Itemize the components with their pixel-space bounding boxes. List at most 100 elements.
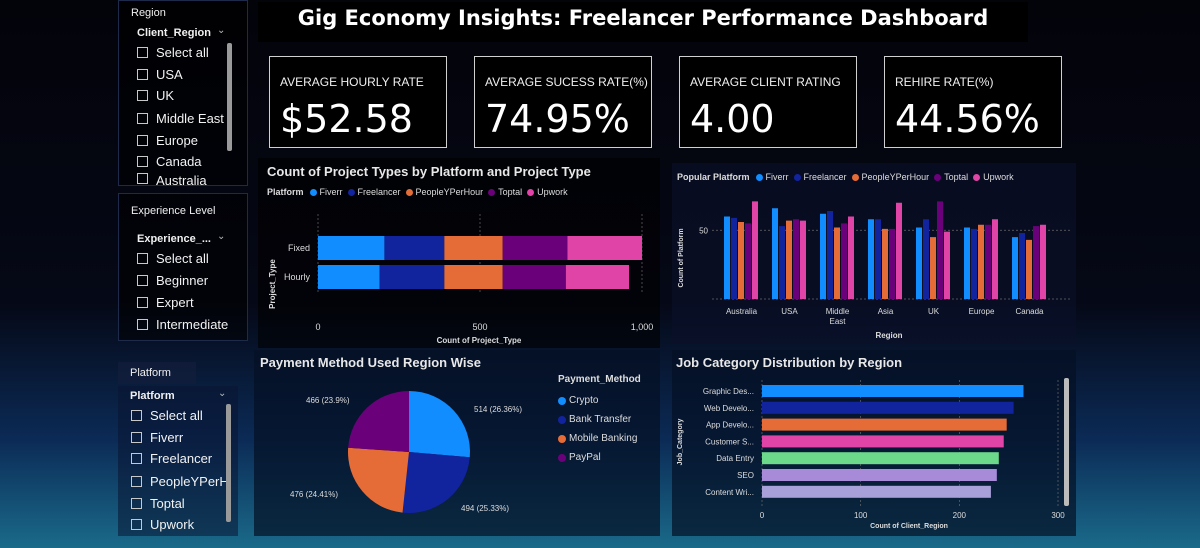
pie-slice[interactable] xyxy=(348,447,409,513)
pie-chart[interactable]: 514 (26.36%) 494 (25.33%) 476 (24.41%) 466 … xyxy=(254,350,554,536)
bar-segment[interactable] xyxy=(318,236,385,260)
bar[interactable] xyxy=(793,219,799,299)
bar[interactable] xyxy=(738,222,744,299)
slicer-option[interactable]: USA xyxy=(137,65,183,83)
checkbox[interactable] xyxy=(137,68,148,80)
slicer-option[interactable]: Intermediate xyxy=(137,315,228,333)
bar-segment[interactable] xyxy=(567,236,642,260)
bar[interactable] xyxy=(978,224,984,299)
slicer-option[interactable]: Freelancer xyxy=(131,449,212,467)
slicer-header[interactable]: Client_Region xyxy=(137,27,211,39)
bar[interactable] xyxy=(762,418,1007,431)
bar[interactable] xyxy=(1012,237,1018,299)
pie-slice[interactable] xyxy=(409,391,470,458)
bar[interactable] xyxy=(930,237,936,299)
bar[interactable] xyxy=(827,211,833,299)
bar[interactable] xyxy=(937,201,943,299)
bar[interactable] xyxy=(762,385,1024,397)
legend-item[interactable]: Crypto xyxy=(558,391,641,410)
chevron-down-icon[interactable]: ⌄ xyxy=(218,388,227,399)
horizontal-bar-chart[interactable]: Job_Category Count of Client_Region 0 100… xyxy=(672,350,1076,536)
scrollbar[interactable] xyxy=(227,43,232,151)
bar[interactable] xyxy=(834,227,840,300)
bar[interactable] xyxy=(1019,233,1025,299)
checkbox[interactable] xyxy=(137,155,148,167)
checkbox[interactable] xyxy=(131,497,142,509)
bar-segment[interactable] xyxy=(318,265,380,289)
slicer-header[interactable]: Experience_... xyxy=(137,233,211,245)
bar[interactable] xyxy=(762,435,1004,448)
chevron-down-icon[interactable]: ⌄ xyxy=(217,25,226,36)
slicer-option[interactable]: UK xyxy=(137,86,174,104)
slicer-option[interactable]: Upwork xyxy=(131,515,194,533)
bar[interactable] xyxy=(779,226,785,299)
bar[interactable] xyxy=(848,216,854,300)
checkbox[interactable] xyxy=(137,173,148,184)
bar[interactable] xyxy=(762,485,991,498)
bar[interactable] xyxy=(786,220,792,299)
legend-item[interactable]: Freelancer xyxy=(793,172,847,182)
bar[interactable] xyxy=(1040,224,1046,299)
slicer-option[interactable]: Beginner xyxy=(137,271,208,289)
checkbox[interactable] xyxy=(131,431,142,443)
slicer-option[interactable]: Select all xyxy=(137,43,209,61)
legend-item[interactable]: PeopleYPerHour xyxy=(851,172,929,182)
pie-slice[interactable] xyxy=(348,391,409,452)
bar[interactable] xyxy=(868,219,874,299)
bar[interactable] xyxy=(971,228,977,299)
bar[interactable] xyxy=(992,219,998,299)
bar-segment[interactable] xyxy=(384,236,445,260)
bar[interactable] xyxy=(923,219,929,299)
slicer-option[interactable]: Europe xyxy=(137,131,198,149)
slicer-option[interactable]: Toptal xyxy=(131,494,185,512)
bar[interactable] xyxy=(964,227,970,300)
bar-segment[interactable] xyxy=(444,236,503,260)
scrollbar[interactable] xyxy=(226,404,231,522)
checkbox[interactable] xyxy=(137,134,148,146)
bar[interactable] xyxy=(944,231,950,299)
bar[interactable] xyxy=(762,452,999,465)
slicer-option[interactable]: Fiverr xyxy=(131,428,183,446)
legend-item[interactable]: PayPal xyxy=(558,448,641,467)
bar-segment[interactable] xyxy=(502,236,568,260)
slicer-header[interactable]: Platform xyxy=(130,390,175,402)
legend-item[interactable]: Freelancer xyxy=(347,187,401,197)
checkbox[interactable] xyxy=(137,89,148,101)
chevron-down-icon[interactable]: ⌄ xyxy=(217,231,226,242)
legend-item[interactable]: Toptal xyxy=(934,172,968,182)
bar[interactable] xyxy=(762,469,997,481)
checkbox[interactable] xyxy=(131,475,142,487)
bar[interactable] xyxy=(772,208,778,299)
bar-segment[interactable] xyxy=(379,265,445,289)
bar[interactable] xyxy=(820,213,826,299)
bar[interactable] xyxy=(841,223,847,299)
legend-item[interactable]: Fiverr xyxy=(309,187,343,197)
slicer-option[interactable]: Middle East xyxy=(137,109,224,127)
slicer-option[interactable]: Canada xyxy=(137,152,202,170)
checkbox[interactable] xyxy=(131,452,142,464)
bar[interactable] xyxy=(916,227,922,300)
bar[interactable] xyxy=(724,216,730,300)
bar-segment[interactable] xyxy=(444,265,503,289)
stacked-bar-chart[interactable]: Project_Type Count of Project_Type 0 500 1… xyxy=(258,158,660,348)
bar[interactable] xyxy=(800,220,806,299)
checkbox[interactable] xyxy=(137,274,148,286)
checkbox[interactable] xyxy=(137,318,148,330)
bar[interactable] xyxy=(985,224,991,299)
bar[interactable] xyxy=(1033,226,1039,299)
pie-slice[interactable] xyxy=(402,452,470,513)
legend-item[interactable]: Fiverr xyxy=(755,172,789,182)
bar[interactable] xyxy=(762,401,1014,414)
legend-item[interactable]: Toptal xyxy=(488,187,522,197)
scrollbar[interactable] xyxy=(1064,378,1069,506)
bar-segment[interactable] xyxy=(565,265,630,289)
legend-item[interactable]: Upwork xyxy=(527,187,568,197)
checkbox[interactable] xyxy=(137,46,148,58)
bar[interactable] xyxy=(752,201,758,299)
legend-item[interactable]: PeopleYPerHour xyxy=(405,187,483,197)
slicer-option[interactable]: Expert xyxy=(137,293,194,311)
bar-segment[interactable] xyxy=(502,265,566,289)
clustered-bar-chart[interactable]: Count of Platform Region 50 Australia USA M… xyxy=(672,163,1076,343)
bar[interactable] xyxy=(882,228,888,299)
legend-item[interactable]: Mobile Banking xyxy=(558,429,641,448)
